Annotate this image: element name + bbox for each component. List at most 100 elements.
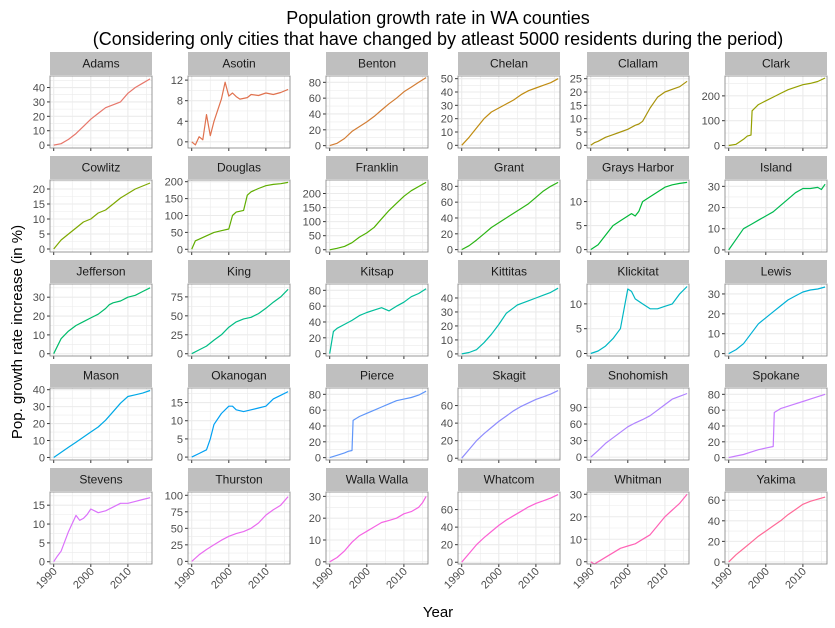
panel-whitman: Whitman 0 10 20 30 1990 2000 2010	[570, 468, 690, 592]
strip-kitsap	[326, 260, 428, 283]
y-tick-label: 5	[177, 434, 183, 446]
x-tick-label: 1990	[571, 566, 597, 592]
y-tick-label: 60	[441, 197, 453, 209]
y-tick-label: 40	[708, 421, 720, 433]
panel-border-chelan	[457, 75, 561, 149]
panel-thurston: Thurston 0 25 50 75 100 1990 2000 2010	[165, 468, 291, 592]
x-tick-label: 1990	[709, 566, 735, 592]
panel-border-okanogan	[187, 387, 291, 461]
y-tick-label: 40	[441, 522, 453, 534]
y-tick-label: 15	[171, 398, 183, 410]
panel-border-lewis	[724, 283, 828, 357]
panel-border-king	[187, 283, 291, 357]
panel-border-klickitat	[586, 283, 690, 357]
panel-border-grays-harbor	[586, 179, 690, 253]
panel-border-mason	[49, 387, 153, 461]
panel-yakima: Yakima 0 20 40 60 1990 2000 2010	[708, 468, 828, 592]
y-tick-label: 50	[309, 231, 321, 243]
panel-border-stevens	[49, 491, 153, 565]
x-axis-label: Year	[423, 604, 453, 621]
panel-border-cowlitz	[49, 179, 153, 253]
strip-spokane	[725, 364, 827, 387]
strip-label-whatcom: Whatcom	[484, 473, 535, 487]
panel-bg-lewis	[725, 284, 827, 356]
panel-border-kitsap	[325, 283, 429, 357]
y-tick-label: 20	[441, 436, 453, 448]
x-tick-label: 2010	[246, 566, 272, 592]
strip-thurston	[188, 468, 290, 491]
y-tick-label: 15	[33, 500, 45, 512]
panel-border-island	[724, 179, 828, 253]
y-tick-label: 0	[39, 557, 45, 569]
strip-label-douglas: Douglas	[217, 161, 261, 175]
strip-asotin	[188, 52, 290, 75]
y-tick-label: 0	[447, 453, 453, 465]
y-tick-label: 5	[576, 127, 582, 139]
series-line-grant	[461, 181, 559, 251]
y-tick-label: 0	[177, 452, 183, 464]
strip-label-lewis: Lewis	[761, 265, 792, 279]
y-tick-label: 0	[315, 453, 321, 465]
y-tick-label: 60	[309, 301, 321, 313]
strip-stevens	[50, 468, 152, 491]
y-tick-label: 40	[441, 293, 453, 305]
y-tick-label: 150	[165, 194, 183, 206]
strip-walla-walla	[326, 468, 428, 491]
y-tick-label: 20	[309, 437, 321, 449]
y-tick-label: 0	[714, 453, 720, 465]
y-tick-label: 0	[576, 140, 582, 152]
panel-benton: Benton 0 20 40 60 80	[309, 52, 429, 153]
y-tick-label: 150	[303, 203, 321, 215]
series-line-cowlitz	[53, 182, 151, 250]
y-tick-label: 20	[309, 125, 321, 137]
strip-jefferson	[50, 260, 152, 283]
panel-mason: Mason 0 10 20 30 40	[33, 364, 153, 464]
strip-whatcom	[458, 468, 560, 491]
panel-okanogan: Okanogan 0 5 10 15	[171, 364, 291, 464]
series-line-pierce	[329, 390, 427, 459]
panel-border-asotin	[187, 75, 291, 149]
panel-franklin: Franklin 0 50 100 150 200	[303, 156, 429, 257]
panel-bg-pierce	[326, 388, 428, 460]
y-tick-label: 80	[309, 389, 321, 401]
panel-bg-whatcom	[458, 492, 560, 564]
y-tick-label: 50	[171, 523, 183, 535]
panel-border-kittitas	[457, 283, 561, 357]
series-line-lewis	[728, 286, 826, 355]
panel-border-pierce	[325, 387, 429, 461]
strip-label-kitsap: Kitsap	[360, 265, 394, 279]
series-line-asotin	[191, 81, 289, 146]
y-tick-label: 20	[570, 512, 582, 524]
y-tick-label: 50	[171, 311, 183, 323]
y-tick-label: 0	[315, 349, 321, 361]
y-tick-label: 20	[33, 419, 45, 431]
series-line-walla-walla	[329, 496, 427, 563]
y-tick-label: 40	[708, 516, 720, 528]
y-tick-label: 100	[702, 116, 720, 128]
strip-lewis	[725, 260, 827, 283]
y-tick-label: 30	[441, 307, 453, 319]
panel-border-benton	[325, 75, 429, 149]
strip-label-thurston: Thurston	[215, 473, 262, 487]
series-line-grays-harbor	[590, 181, 688, 251]
panel-cowlitz: Cowlitz 0 5 10 15 20	[33, 156, 153, 256]
y-tick-label: 10	[570, 534, 582, 546]
y-tick-label: 20	[708, 437, 720, 449]
panel-bg-franklin	[326, 180, 428, 252]
x-tick-label: 1990	[310, 566, 336, 592]
series-line-skagit	[461, 390, 559, 459]
y-tick-label: 0	[576, 452, 582, 464]
y-tick-label: 100	[165, 210, 183, 222]
series-line-jefferson	[53, 287, 151, 354]
panel-bg-klickitat	[587, 284, 689, 356]
strip-franklin	[326, 156, 428, 179]
strip-grays-harbor	[587, 156, 689, 179]
strip-pierce	[326, 364, 428, 387]
series-line-spokane	[728, 393, 826, 459]
y-tick-label: 5	[39, 538, 45, 550]
x-tick-label: 2010	[783, 566, 809, 592]
strip-label-asotin: Asotin	[222, 57, 255, 71]
y-tick-label: 30	[708, 289, 720, 301]
panel-border-spokane	[724, 387, 828, 461]
